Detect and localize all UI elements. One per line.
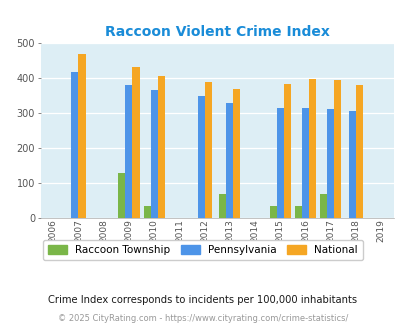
Bar (132, 67, 139, 218)
Bar (320, 194, 326, 218)
Bar (233, 89, 240, 218)
Legend: Raccoon Township, Pennsylvania, National: Raccoon Township, Pennsylvania, National (43, 240, 362, 260)
Bar (269, 206, 276, 218)
Bar (204, 82, 211, 218)
Bar (143, 206, 150, 218)
Bar (71, 72, 78, 218)
Bar (157, 77, 164, 218)
Title: Raccoon Violent Crime Index: Raccoon Violent Crime Index (104, 25, 329, 39)
Text: Crime Index corresponds to incidents per 100,000 inhabitants: Crime Index corresponds to incidents per… (48, 295, 357, 305)
Bar (301, 108, 308, 218)
Bar (226, 103, 233, 218)
Bar (326, 109, 333, 218)
Text: © 2025 CityRating.com - https://www.cityrating.com/crime-statistics/: © 2025 CityRating.com - https://www.city… (58, 314, 347, 323)
Bar (283, 84, 290, 218)
Bar (348, 111, 355, 218)
Bar (276, 108, 283, 218)
Bar (308, 79, 315, 218)
Bar (118, 173, 125, 218)
Bar (219, 194, 226, 218)
Bar (150, 90, 157, 218)
Bar (78, 54, 85, 218)
Bar (294, 206, 301, 218)
Bar (197, 96, 204, 218)
Bar (333, 80, 341, 218)
Bar (125, 85, 132, 218)
Bar (355, 85, 362, 218)
